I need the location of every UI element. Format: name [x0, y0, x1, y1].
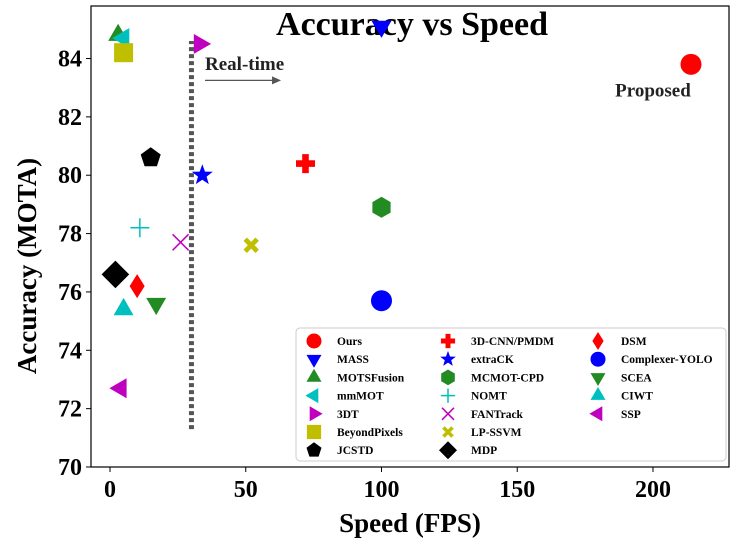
legend-marker-3dt [309, 406, 323, 422]
legend-marker-3d-cnn-pmdm [440, 333, 456, 349]
annotation-real-time: Real-time [205, 54, 284, 75]
data-point-mcmot-cpd [372, 196, 391, 218]
legend-marker-complexer-yolo [590, 351, 606, 367]
legend-label-ours: Ours [337, 336, 362, 348]
legend-box [295, 327, 727, 462]
legend-label-ciwt: CIWT [621, 391, 653, 403]
data-point-nomt [130, 218, 150, 238]
x-tick-label: 100 [363, 477, 399, 503]
legend-label-lp-ssvm: LP-SSVM [471, 427, 522, 439]
legend-label-complexer-yolo: Complexer-YOLO [621, 354, 713, 366]
y-tick-label: 84 [58, 47, 82, 73]
legend-marker-mcmot-cpd [441, 369, 455, 386]
legend-label-nomt: NOMT [471, 391, 507, 403]
x-axis-label: Speed (FPS) [339, 508, 481, 538]
axes-frame [90, 5, 730, 468]
legend-marker-dsm [592, 332, 604, 350]
legend-marker-fantrack [441, 407, 455, 421]
legend-marker-nomt [440, 388, 456, 403]
legend-label-mmmot: mmMOT [337, 391, 384, 403]
annotation-proposed: Proposed [615, 80, 691, 101]
data-point-fantrack [172, 233, 190, 251]
x-tick-label: 50 [234, 477, 258, 503]
legend-marker-ssp [589, 406, 603, 422]
plot-area: 0 50 100 150 200 70 72 74 76 78 80 82 84 Real-time Pro… [58, 20, 702, 503]
legend-marker-mass [306, 354, 322, 368]
data-point-dsm [129, 274, 145, 299]
legend-label-mass: MASS [337, 354, 369, 366]
x-tick-label: 150 [499, 477, 535, 503]
legend: Ours MASS MOTSFusion mmMOT 3DT BeyondPixels JC… [295, 327, 727, 462]
x-tick-label: 200 [635, 477, 671, 503]
x-tick-label: 0 [104, 477, 116, 503]
data-point-ssp [109, 378, 127, 399]
data-point-extrack [191, 164, 213, 185]
legend-label-mcmot-cpd: MCMOT-CPD [471, 372, 544, 384]
data-point-mmmot [112, 28, 130, 49]
legend-label-dsm: DSM [621, 336, 647, 348]
real-time-arrow-head [272, 76, 282, 85]
data-point-mass [371, 20, 392, 38]
legend-marker-ciwt [590, 387, 606, 400]
data-point-3dt [193, 34, 212, 54]
legend-marker-scea [590, 373, 606, 386]
data-point-jcstd [140, 147, 161, 167]
data-point-mdp [101, 260, 130, 289]
y-tick-label: 74 [58, 338, 82, 364]
legend-label-scea: SCEA [621, 372, 652, 384]
data-point-lp-ssvm [243, 237, 259, 253]
legend-label-beyondpixels: BeyondPixels [337, 427, 403, 439]
data-point-beyondpixels [114, 43, 134, 63]
legend-label-jcstd: JCSTD [337, 445, 373, 457]
legend-marker-ours [306, 333, 322, 349]
data-point-complexer-yolo [370, 290, 392, 312]
legend-marker-mmmot [305, 388, 319, 404]
legend-label-3dt: 3DT [337, 409, 359, 421]
legend-label-extrack: extraCK [471, 354, 514, 366]
legend-label-ssp: SSP [621, 409, 641, 421]
legend-label-3d-cnn-pmdm: 3D-CNN/PMDM [471, 336, 554, 348]
y-tick-label: 76 [58, 280, 82, 306]
y-tick-label: 70 [58, 455, 82, 481]
data-point-scea [146, 297, 167, 316]
y-tick-label: 72 [58, 397, 82, 423]
legend-marker-mdp [439, 441, 457, 460]
data-point-3d-cnn-pmdm [296, 154, 315, 174]
legend-label-motsfusion: MOTSFusion [337, 372, 405, 384]
data-point-ours [680, 53, 702, 75]
y-axis-label: Accuracy (MOTA) [12, 158, 42, 374]
legend-marker-motsfusion [306, 368, 322, 382]
data-point-ciwt [113, 297, 134, 316]
legend-label-fantrack: FANTrack [471, 409, 524, 421]
y-tick-label: 80 [58, 163, 82, 189]
legend-marker-beyondpixels [306, 424, 322, 440]
y-tick-label: 82 [58, 105, 82, 131]
legend-marker-jcstd [306, 442, 322, 457]
y-tick-label: 78 [58, 222, 82, 248]
legend-marker-extrack [440, 350, 456, 366]
chart-title: Accuracy vs Speed [276, 6, 548, 43]
legend-label-mdp: MDP [471, 445, 497, 457]
legend-marker-lp-ssvm [442, 426, 454, 438]
